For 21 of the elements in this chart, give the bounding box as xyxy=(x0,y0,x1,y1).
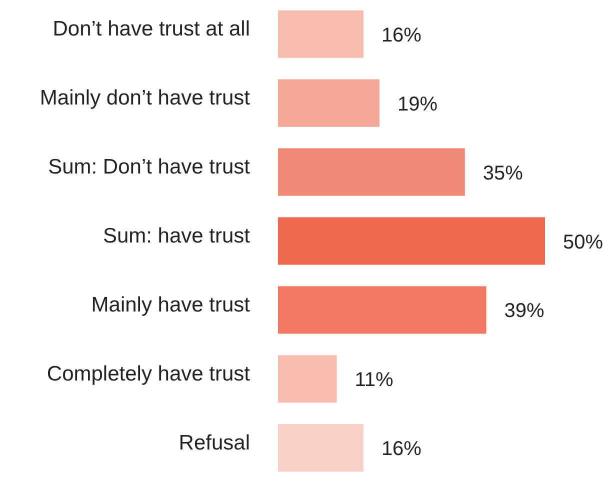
data-label: 50% xyxy=(563,231,604,254)
y-tick-label: Sum: have trust xyxy=(102,224,250,248)
data-label: 16% xyxy=(381,24,422,46)
bar xyxy=(278,355,337,403)
data-label: 39% xyxy=(504,300,545,322)
data-label: 35% xyxy=(482,162,524,184)
data-label: 16% xyxy=(381,438,422,460)
y-tick-label: Mainly don’t have trust xyxy=(40,86,250,110)
bar xyxy=(278,10,364,58)
y-tick-label: Refusal xyxy=(178,431,250,454)
data-label: 19% xyxy=(397,93,438,116)
y-tick-label: Sum: Don’t have trust xyxy=(48,156,250,179)
y-tick-label: Mainly have trust xyxy=(91,294,250,317)
data-label: 11% xyxy=(354,369,394,392)
bar xyxy=(278,286,486,334)
y-tick-label: Don’t have trust at all xyxy=(52,18,250,41)
bar xyxy=(278,148,465,196)
y-tick-label: Completely have trust xyxy=(46,362,250,386)
bar xyxy=(278,217,545,265)
bar xyxy=(278,79,380,127)
bar xyxy=(278,424,364,472)
